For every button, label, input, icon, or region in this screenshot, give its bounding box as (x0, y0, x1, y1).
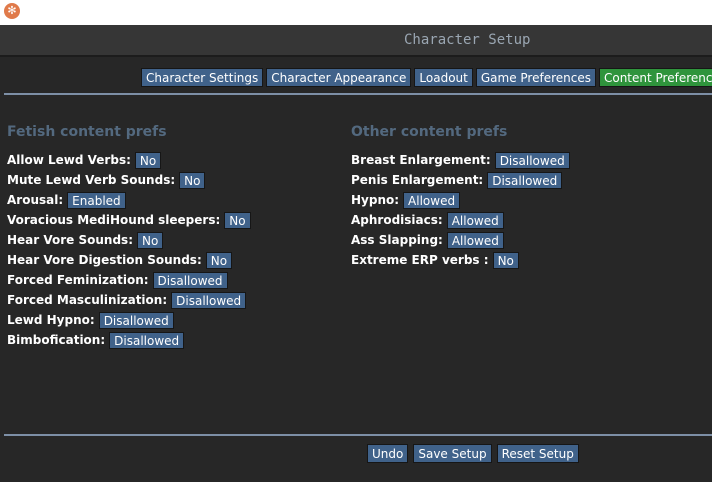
pref-row: Hear Vore Sounds: No (7, 230, 251, 250)
pref-label: Penis Enlargement: (351, 173, 484, 187)
pref-row: Bimbofication: Disallowed (7, 330, 251, 350)
pref-label: Bimbofication: (7, 333, 106, 347)
pref-label: Arousal: (7, 193, 64, 207)
pref-label: Breast Enlargement: (351, 153, 491, 167)
divider (4, 93, 712, 95)
pref-row: Ass Slapping: Allowed (351, 230, 570, 250)
pref-row: Voracious MediHound sleepers: No (7, 210, 251, 230)
pref-toggle-button[interactable]: Disallowed (494, 151, 570, 169)
other-prefs-section: Other content prefs Breast Enlargement: D… (351, 124, 570, 270)
pref-label: Mute Lewd Verb Sounds: (7, 173, 176, 187)
pref-label: Lewd Hypno: (7, 313, 95, 327)
pref-toggle-button[interactable]: Disallowed (487, 171, 563, 189)
pref-toggle-button[interactable]: Disallowed (171, 291, 247, 309)
pref-toggle-button[interactable]: Allowed (403, 191, 461, 209)
pref-label: Voracious MediHound sleepers: (7, 213, 221, 227)
pref-toggle-button[interactable]: Allowed (446, 211, 504, 229)
pref-label: Extreme ERP verbs : (351, 253, 489, 267)
pref-toggle-button[interactable]: No (205, 251, 233, 269)
tab-character-appearance[interactable]: Character Appearance (266, 68, 412, 87)
pref-row: Arousal: Enabled (7, 190, 251, 210)
pref-row: Lewd Hypno: Disallowed (7, 310, 251, 330)
pref-row: Extreme ERP verbs : No (351, 250, 570, 270)
pref-row: Hear Vore Digestion Sounds: No (7, 250, 251, 270)
pref-toggle-button[interactable]: Disallowed (109, 331, 185, 349)
pref-row: Penis Enlargement: Disallowed (351, 170, 570, 190)
pref-label: Ass Slapping: (351, 233, 443, 247)
section-title: Fetish content prefs (7, 124, 167, 140)
tab-loadout[interactable]: Loadout (414, 68, 473, 87)
pref-toggle-button[interactable]: No (137, 231, 164, 249)
pref-toggle-button[interactable]: Disallowed (152, 271, 228, 289)
pref-row: Breast Enlargement: Disallowed (351, 150, 570, 170)
pref-row: Forced Feminization: Disallowed (7, 270, 251, 290)
tab-content-preferences[interactable]: Content Preferences (598, 68, 712, 87)
tab-game-preferences[interactable]: Game Preferences (475, 68, 596, 87)
window-titlebar: ✻ (0, 0, 712, 25)
tab-character-settings[interactable]: Character Settings (141, 68, 264, 87)
save-setup-button[interactable]: Save Setup (413, 444, 492, 463)
pref-label: Hear Vore Digestion Sounds: (7, 253, 202, 267)
divider (4, 434, 712, 436)
app-logo-icon: ✻ (4, 3, 20, 19)
pref-label: Allow Lewd Verbs: (7, 153, 131, 167)
pref-toggle-button[interactable]: Allowed (446, 231, 504, 249)
header: Character Setup (0, 25, 712, 57)
pref-toggle-button[interactable]: No (179, 171, 206, 189)
undo-button[interactable]: Undo (367, 444, 409, 463)
pref-toggle-button[interactable]: No (134, 151, 162, 169)
pref-toggle-button[interactable]: Disallowed (98, 311, 174, 329)
tab-bar: Character Settings Character Appearance Lo… (141, 68, 712, 87)
pref-label: Forced Feminization: (7, 273, 149, 287)
pref-label: Hypno: (351, 193, 400, 207)
pref-row: Allow Lewd Verbs: No (7, 150, 251, 170)
pref-row: Mute Lewd Verb Sounds: No (7, 170, 251, 190)
pref-toggle-button[interactable]: Enabled (67, 191, 126, 209)
pref-row: Aphrodisiacs: Allowed (351, 210, 570, 230)
page-title: Character Setup (404, 32, 531, 48)
footer-actions: Undo Save Setup Reset Setup (367, 444, 579, 463)
pref-label: Forced Masculinization: (7, 293, 168, 307)
fetish-prefs-section: Fetish content prefs Allow Lewd Verbs: No… (7, 124, 251, 350)
pref-toggle-button[interactable]: No (224, 211, 251, 229)
section-title: Other content prefs (351, 124, 508, 140)
pref-row: Hypno: Allowed (351, 190, 570, 210)
pref-row: Forced Masculinization: Disallowed (7, 290, 251, 310)
pref-toggle-button[interactable]: No (492, 251, 519, 269)
pref-label: Aphrodisiacs: (351, 213, 443, 227)
reset-setup-button[interactable]: Reset Setup (496, 444, 579, 463)
pref-label: Hear Vore Sounds: (7, 233, 133, 247)
